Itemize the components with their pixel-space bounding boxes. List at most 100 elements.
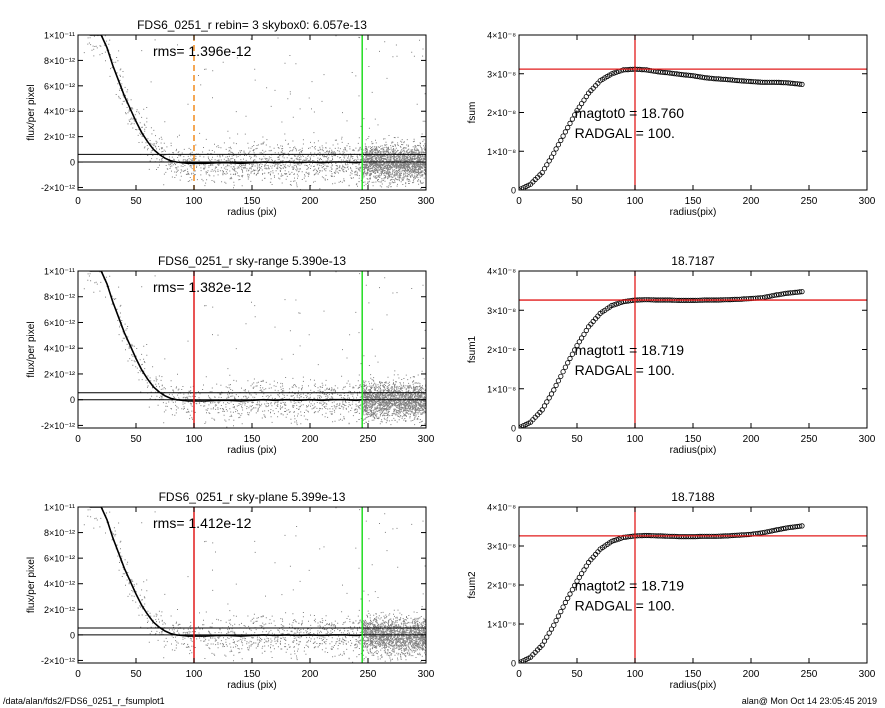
y-tick-label: 1×10⁻¹¹ <box>44 31 75 41</box>
y-tick-label: 0 <box>70 158 75 168</box>
x-tick-label: 300 <box>859 669 876 680</box>
chart-panel-4: magtot1 = 18.719 RADGAL = 100. 0 50 100 150 20… <box>467 254 876 456</box>
curve-point <box>551 150 557 156</box>
plot-area <box>519 507 867 663</box>
curve-point <box>548 391 555 397</box>
x-tick-label: 0 <box>75 669 81 680</box>
curve-point <box>569 116 576 122</box>
x-tick-label: 100 <box>186 196 203 207</box>
chart-title: FDS6_0251_r rebin= 3 skybox0: 6.057e-13 <box>137 18 367 32</box>
curve-point <box>562 364 569 370</box>
chart-panel-3: rms= 1.382e-12 0 50 100 150 200 250 300 1×10⁻¹¹ 8… <box>26 254 435 456</box>
x-axis-label: radius(pix) <box>670 445 717 456</box>
curve-point <box>613 537 620 543</box>
curve-point <box>797 81 803 87</box>
x-axis-label: radius (pix) <box>227 680 276 691</box>
chart-title: FDS6_0251_r sky-range 5.390e-13 <box>158 254 346 268</box>
pixel-scatter <box>83 35 426 190</box>
y-tick-label: 1×10⁻⁸ <box>487 147 516 157</box>
curve-point <box>546 395 552 401</box>
pixel-scatter <box>83 271 426 428</box>
y-tick-label: 3×10⁻⁸ <box>487 306 516 316</box>
x-tick-label: 250 <box>360 434 377 445</box>
curve-point <box>567 591 573 597</box>
curve-point <box>553 382 559 388</box>
radial-profile-line <box>89 35 363 165</box>
curve-point <box>762 529 768 535</box>
curve-point <box>541 403 548 409</box>
y-tick-label: 2×10⁻¹² <box>44 369 75 379</box>
curve-point <box>539 170 545 176</box>
rms-annotation: rms= 1.396e-12 <box>153 43 252 59</box>
x-tick-label: 250 <box>360 196 377 207</box>
curve-point <box>616 536 622 542</box>
curve-point <box>565 125 571 131</box>
curve-point <box>611 70 617 76</box>
curve-point <box>609 71 615 77</box>
y-tick-label: 0 <box>70 630 75 640</box>
y-axis-label: fsum <box>467 102 478 124</box>
curve-point <box>558 137 564 143</box>
curve-point <box>541 638 548 644</box>
y-tick-label: 6×10⁻¹² <box>44 554 75 564</box>
curve-point <box>572 347 578 353</box>
curve-point <box>544 162 550 168</box>
magnitude-annotation-1: magtot0 = 18.760 <box>575 105 685 121</box>
curve-point <box>616 300 622 306</box>
y-tick-label: -2×10⁻¹² <box>41 183 75 193</box>
x-tick-label: 250 <box>801 434 818 445</box>
curve-point <box>555 613 562 619</box>
chart-title: 18.7187 <box>671 254 715 268</box>
y-tick-label: 2×10⁻¹² <box>44 132 75 142</box>
x-tick-label: 200 <box>302 196 319 207</box>
y-tick-label: 4×10⁻¹² <box>44 107 75 117</box>
curve-point <box>569 351 576 357</box>
x-tick-label: 50 <box>571 196 583 207</box>
x-tick-label: 100 <box>186 434 203 445</box>
curve-point <box>560 133 566 139</box>
y-axis-label: flux/per pixel <box>26 84 37 140</box>
curve-point <box>766 293 773 299</box>
curve-point <box>581 97 587 103</box>
curve-point <box>544 399 550 405</box>
x-tick-label: 0 <box>516 434 522 445</box>
curve-point <box>609 538 615 544</box>
x-tick-label: 0 <box>516 196 522 207</box>
y-tick-label: 4×10⁻⁸ <box>487 267 516 277</box>
curve-point <box>574 342 580 349</box>
rms-annotation: rms= 1.412e-12 <box>153 515 252 531</box>
curve-point <box>574 578 580 584</box>
x-tick-label: 100 <box>627 196 644 207</box>
curve-point <box>560 369 566 375</box>
x-tick-label: 150 <box>685 434 702 445</box>
curve-point <box>576 104 582 110</box>
curve-point <box>539 642 545 648</box>
growth-curve <box>519 66 805 190</box>
curve-point <box>611 302 617 308</box>
radial-profile-line <box>89 507 363 637</box>
curve-point <box>548 626 555 632</box>
x-axis-label: radius (pix) <box>227 207 276 218</box>
chart-panel-6: magtot2 = 18.719 RADGAL = 100. 0 50 100 150 20… <box>467 490 876 691</box>
x-tick-label: 50 <box>571 669 583 680</box>
x-tick-label: 300 <box>859 196 876 207</box>
y-tick-label: 0 <box>511 424 516 434</box>
curve-point <box>565 595 571 601</box>
x-axis-label: radius(pix) <box>670 207 717 218</box>
curve-point <box>574 108 580 114</box>
x-tick-label: 150 <box>244 434 261 445</box>
x-tick-label: 200 <box>743 196 760 207</box>
curve-point <box>776 526 782 533</box>
y-tick-label: 0 <box>511 659 516 669</box>
plot-area <box>519 35 867 190</box>
curve-point <box>692 73 698 79</box>
y-tick-label: 2×10⁻⁸ <box>487 581 516 591</box>
chart-panel-5: rms= 1.412e-12 0 50 100 150 200 250 300 1×10⁻¹¹ 8… <box>26 490 435 691</box>
y-tick-label: 2×10⁻⁸ <box>487 108 516 118</box>
x-tick-label: 200 <box>743 434 760 445</box>
curve-point <box>551 622 557 628</box>
curve-point <box>799 81 805 88</box>
y-tick-label: 8×10⁻¹² <box>44 292 75 302</box>
curve-point <box>541 166 548 172</box>
curve-point <box>555 378 562 384</box>
